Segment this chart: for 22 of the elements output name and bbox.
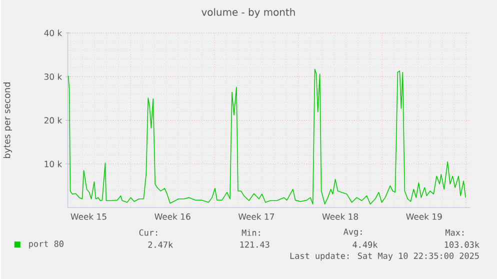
x-tick-label: Week 17 bbox=[238, 213, 274, 220]
x-tick-label: Week 15 bbox=[70, 213, 106, 220]
line-series bbox=[68, 68, 466, 204]
text: 103.03k bbox=[444, 241, 480, 248]
y-tick-label: 40 k bbox=[44, 29, 62, 36]
y-tick-label: 20 k bbox=[44, 116, 62, 124]
text: 4.49k bbox=[352, 241, 378, 248]
y-axis-title: bytes per second bbox=[3, 82, 12, 158]
legend-label: port 80 bbox=[29, 240, 64, 248]
text: Cur: bbox=[139, 229, 158, 236]
text: Min: bbox=[242, 229, 260, 236]
x-tick-label: Week 16 bbox=[154, 213, 190, 220]
x-tick-label: Week 18 bbox=[322, 213, 358, 220]
text: Avg: bbox=[344, 228, 362, 236]
y-tick-label: 10 k bbox=[44, 160, 62, 167]
chart-title: volume - by month bbox=[202, 8, 295, 18]
text: Max: bbox=[446, 229, 464, 236]
text: 121.43 bbox=[240, 241, 270, 248]
text: Last update: Sat May 10 22:35:00 2025 bbox=[290, 252, 479, 260]
x-tick-label: Week 19 bbox=[406, 213, 442, 220]
y-tick-label: 30 k bbox=[44, 73, 62, 80]
text: 2.47k bbox=[148, 241, 173, 248]
